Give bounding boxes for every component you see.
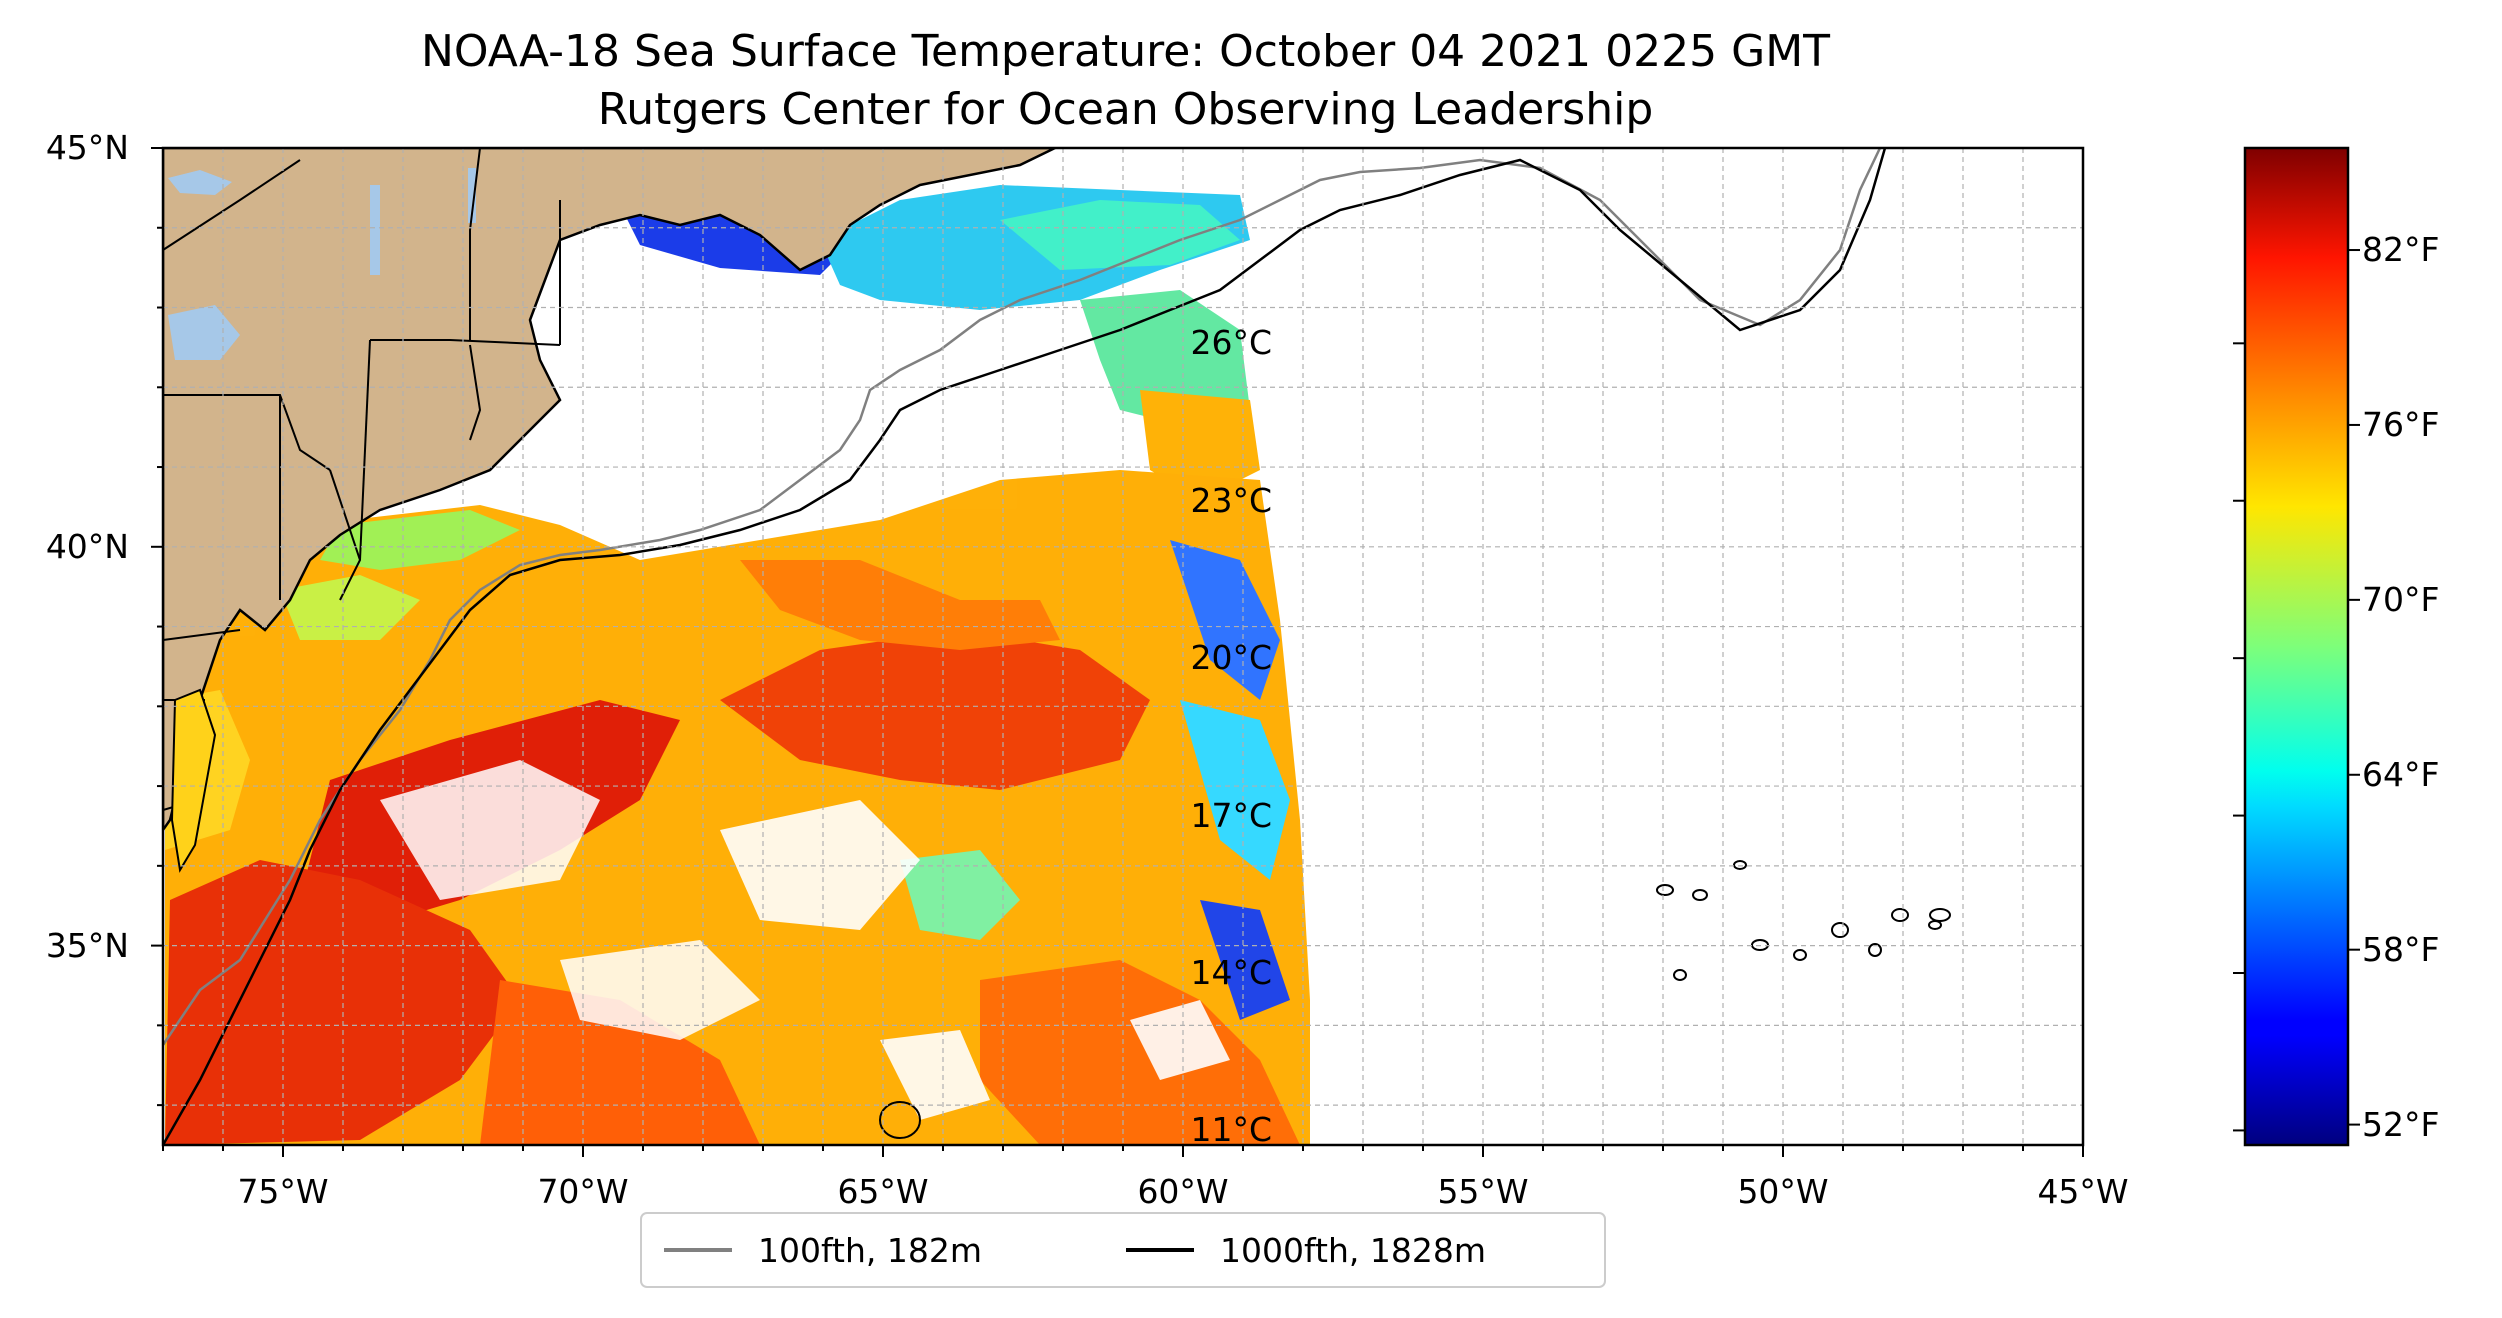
figure-subtitle: Rutgers Center for Ocean Observing Leade…: [597, 84, 1654, 135]
legend-line-100fth: [664, 1248, 732, 1252]
colorbar-celsius-label: 20°C: [1190, 638, 1272, 678]
islands: [879, 860, 1951, 1139]
lon-tick-label: 70°W: [537, 1172, 629, 1211]
colorbar-celsius-label: 17°C: [1190, 795, 1272, 835]
lon-tick-label: 55°W: [1437, 1172, 1529, 1211]
colorbar-fahrenheit-label: 82°F: [2362, 230, 2440, 270]
chesapeake-bay: [170, 688, 217, 873]
contour-100fth-line: [163, 148, 1882, 1046]
lon-tick-label: 65°W: [837, 1172, 929, 1211]
legend: 100fth, 182m 1000fth, 1828m: [640, 1212, 1606, 1288]
lat-tick-label: 40°N: [45, 526, 129, 566]
figure-title: NOAA-18 Sea Surface Temperature: October…: [420, 26, 1831, 77]
legend-label-1000fth: 1000fth, 1828m: [1220, 1230, 1486, 1270]
legend-item-1000fth: 1000fth, 1828m: [1126, 1214, 1486, 1286]
colorbar-celsius-label: 23°C: [1190, 480, 1272, 520]
colorbar-fahrenheit-label: 70°F: [2362, 579, 2440, 619]
axis-ticks: [151, 147, 2084, 1157]
colorbar-celsius-label: 14°C: [1190, 953, 1272, 992]
state-borders: [163, 148, 561, 811]
lakes: [168, 168, 476, 360]
lon-tick-label: 75°W: [237, 1172, 329, 1211]
legend-label-100fth: 100fth, 182m: [758, 1230, 982, 1270]
colorbar-celsius-label: 26°C: [1190, 323, 1272, 363]
colorbar-gradient: [2245, 148, 2348, 1145]
lat-tick-label: 45°N: [45, 128, 129, 167]
land-north-america: [163, 148, 1056, 833]
legend-line-1000fth: [1126, 1248, 1194, 1252]
colorbar-ticks: [2233, 249, 2360, 1132]
lon-tick-label: 45°W: [2037, 1172, 2129, 1211]
lon-tick-label: 50°W: [1737, 1172, 1829, 1211]
colorbar-fahrenheit-label: 58°F: [2362, 929, 2440, 969]
colorbar-celsius-label: 11°C: [1190, 1110, 1272, 1150]
sst-imagery: [165, 175, 1310, 1145]
legend-item-100fth: 100fth, 182m: [664, 1214, 982, 1286]
colorbar-fahrenheit-label: 76°F: [2362, 404, 2440, 444]
colorbar-fahrenheit-label: 52°F: [2362, 1104, 2440, 1144]
colorbar-frame: [2243, 146, 2350, 1147]
lat-tick-label: 35°N: [45, 925, 129, 965]
colorbar-fahrenheit-label: 64°F: [2362, 754, 2440, 794]
gridlines: [163, 148, 2083, 1145]
lon-tick-label: 60°W: [1137, 1172, 1229, 1211]
contour-1000fth-line: [163, 148, 1887, 1145]
